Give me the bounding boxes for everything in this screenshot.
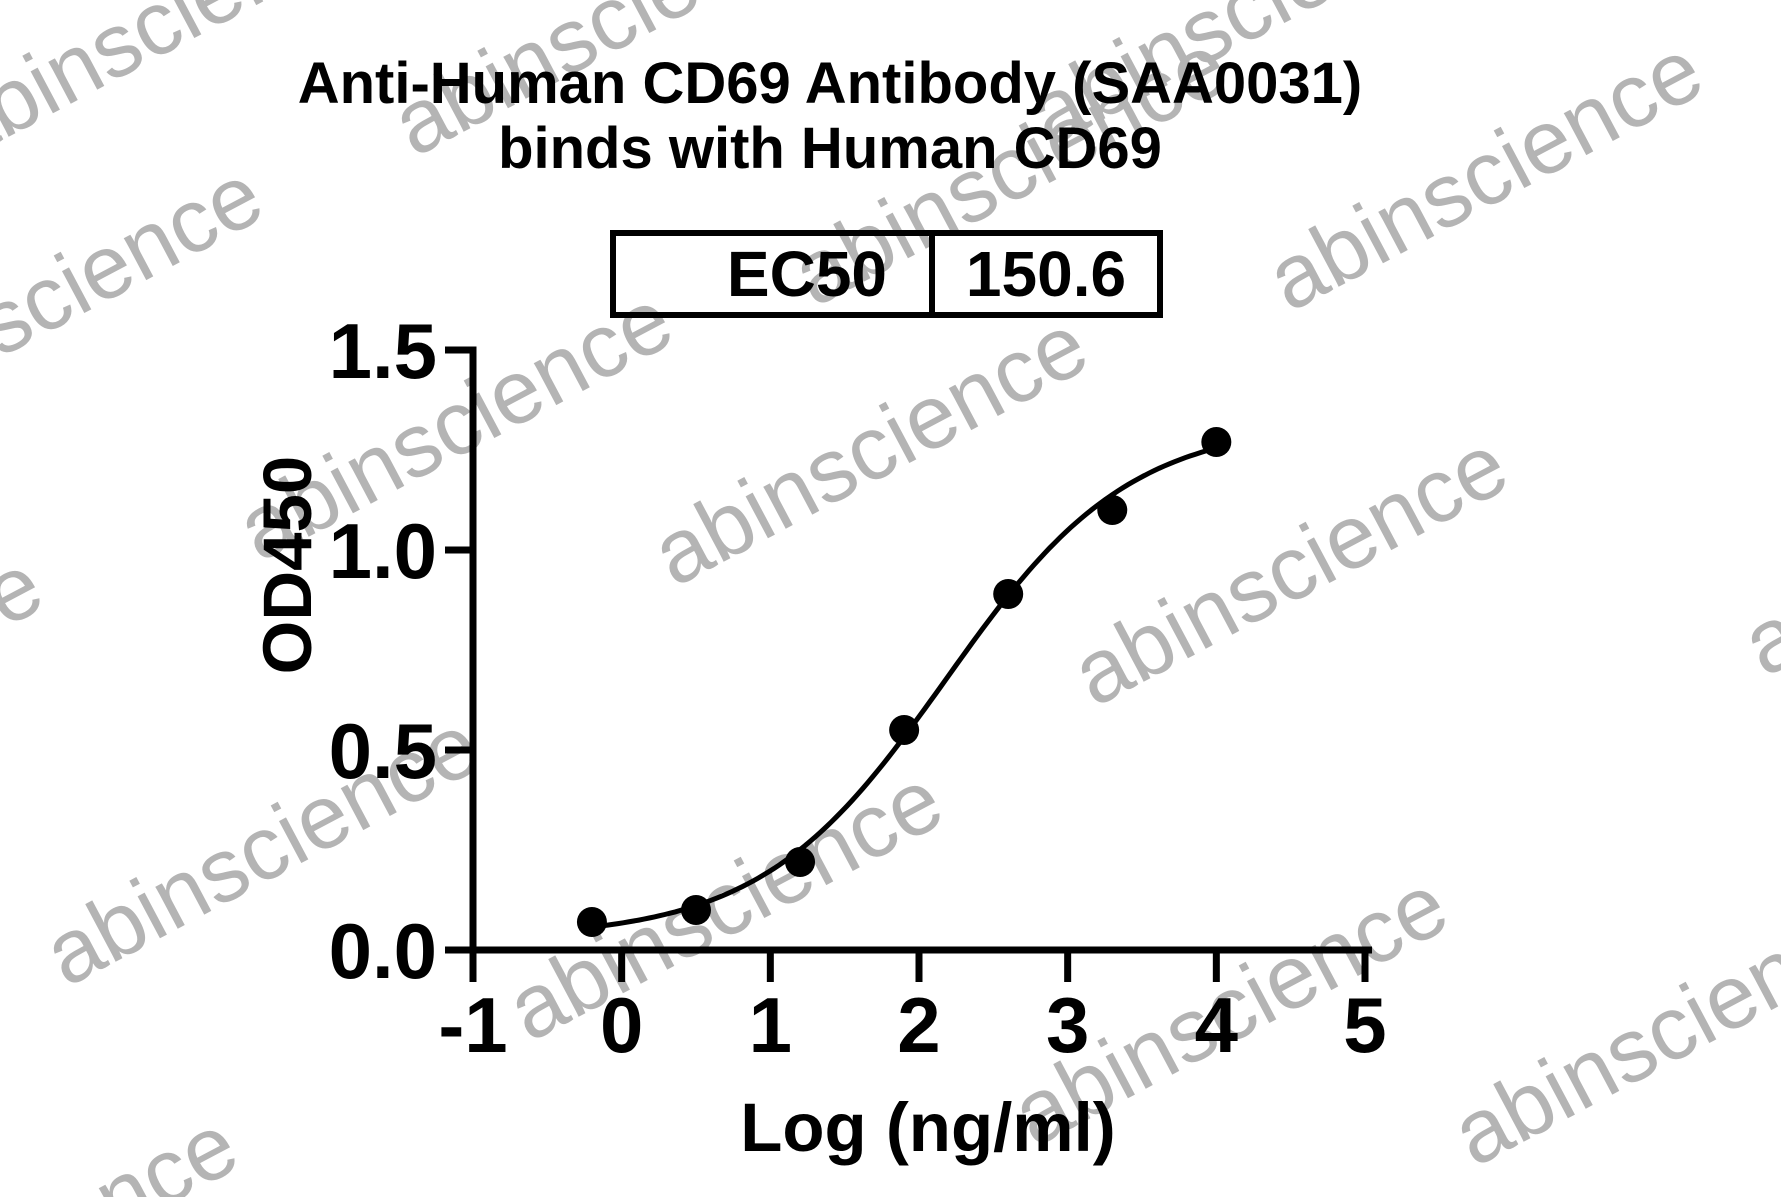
x-tick-label: 4 bbox=[1195, 981, 1238, 1069]
y-tick-label: 0.5 bbox=[329, 707, 437, 795]
ec50-table: EC50 150.6 bbox=[610, 230, 1163, 318]
chart-title-line1: Anti-Human CD69 Antibody (SAA0031) bbox=[297, 51, 1363, 116]
x-tick-label: 5 bbox=[1343, 981, 1386, 1069]
chart-title-line2: binds with Human CD69 bbox=[498, 116, 1162, 181]
x-tick-label: 1 bbox=[749, 981, 792, 1069]
x-axis-title: Log (ng/ml) bbox=[740, 1089, 1116, 1166]
data-point bbox=[1201, 427, 1232, 457]
data-point bbox=[576, 907, 607, 937]
chart-title: Anti-Human CD69 Antibody (SAA0031) binds… bbox=[0, 51, 1660, 181]
data-point bbox=[993, 579, 1024, 609]
y-tick-label: 0.0 bbox=[329, 907, 437, 995]
ec50-value-cell: 150.6 bbox=[965, 238, 1127, 310]
data-point bbox=[889, 715, 920, 745]
data-point bbox=[785, 847, 816, 877]
y-tick-label: 1.0 bbox=[329, 507, 437, 595]
x-tick-label: 3 bbox=[1046, 981, 1089, 1069]
ec50-label-cell: EC50 bbox=[616, 236, 935, 312]
y-tick-label: 1.5 bbox=[329, 307, 437, 395]
x-tick-label: -1 bbox=[438, 981, 507, 1069]
data-point bbox=[681, 895, 711, 925]
x-tick-label: 2 bbox=[897, 981, 940, 1069]
data-point bbox=[1097, 495, 1128, 525]
x-tick-label: 0 bbox=[600, 981, 643, 1069]
y-axis-title: OD450 bbox=[249, 455, 326, 675]
